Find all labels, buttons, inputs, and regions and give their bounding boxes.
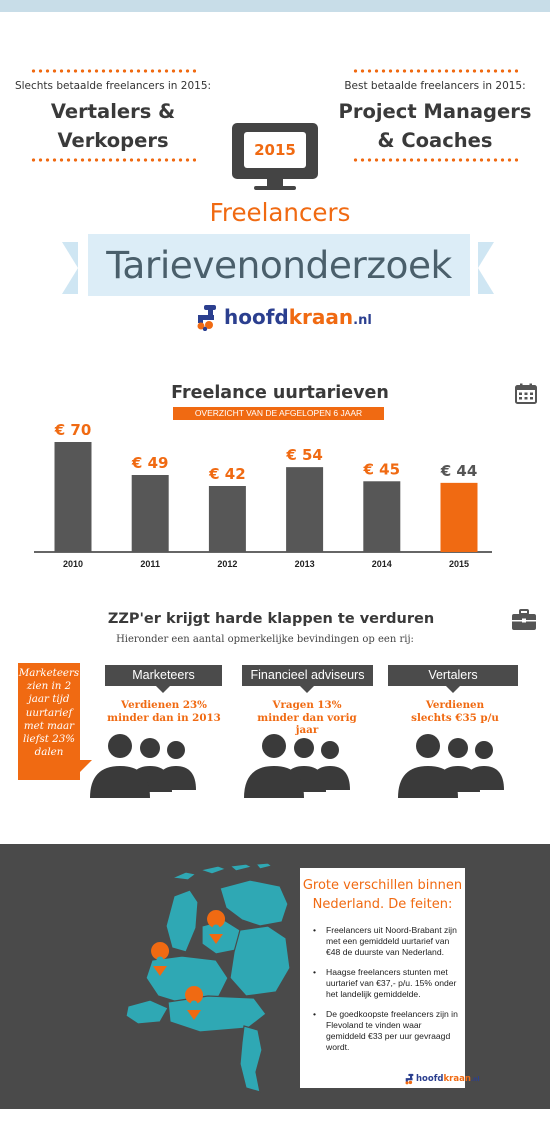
callout-tail xyxy=(80,760,92,772)
brand-part1: hoofd xyxy=(416,1074,444,1084)
zzp-subtitle: Hieronder een aantal opmerkelijke bevind… xyxy=(116,634,414,645)
subtitle: Freelancers xyxy=(209,198,351,227)
ribbon-right xyxy=(478,242,494,294)
left-heading-line2: Verkopers xyxy=(57,129,169,152)
chart-title: Freelance uurtarieven xyxy=(171,383,389,403)
dotted-divider xyxy=(30,157,196,163)
brand-tld: .nl xyxy=(353,313,372,328)
briefcase-icon xyxy=(512,609,536,630)
left-caption: Slechts betaalde freelancers in 2015: xyxy=(14,80,212,92)
facts-title: Grote verschillen binnen Nederland. De f… xyxy=(300,876,465,914)
data-label-2012: € 42 xyxy=(208,465,246,483)
people-group-icon xyxy=(398,734,504,798)
column-text-line: minder dan in 2013 xyxy=(107,711,221,724)
heading-arrow xyxy=(446,686,460,693)
ribbon-left xyxy=(62,242,78,294)
chart-subtitle: OVERZICHT VAN DE AFGELOPEN 6 JAAR xyxy=(173,407,384,420)
dotted-divider xyxy=(30,68,196,74)
bar-2011 xyxy=(131,475,169,552)
bar-chart: € 70 2010 € 49 2011 € 42 2012 € 54 2013 € 45 2014… xyxy=(34,421,492,569)
column-text-marketeers: Verdienen 23% minder dan in 2013 xyxy=(89,699,239,724)
left-heading-line1: Vertalers & xyxy=(50,100,176,123)
bar-2014 xyxy=(363,481,401,552)
callout-box: Marketeers zien in 2 jaar tijd uurtarief… xyxy=(18,663,80,780)
dotted-divider xyxy=(352,157,518,163)
monitor-base xyxy=(254,186,296,190)
data-label-2011: € 49 xyxy=(131,454,169,472)
map-pin-icon xyxy=(207,910,226,944)
tick-label-2014: 2014 xyxy=(372,559,392,569)
column-text-financieel-adviseurs: Vragen 13% minder dan vorig jaar xyxy=(232,699,382,737)
bar-2015 xyxy=(440,482,478,552)
column-heading-marketeers: Marketeers xyxy=(105,665,222,686)
netherlands-map xyxy=(125,862,291,1093)
bar-2010 xyxy=(54,442,92,552)
column-text-line: jaar xyxy=(295,724,319,736)
map-shape xyxy=(125,862,291,1093)
data-label-2010: € 70 xyxy=(54,421,92,439)
facts-list: Freelancers uit Noord-Brabant zijn met e… xyxy=(310,925,458,1062)
monitor-neck xyxy=(267,179,283,186)
fact-item: Freelancers uit Noord-Brabant zijn met e… xyxy=(310,925,458,958)
callout-line: Marketeers xyxy=(18,667,80,679)
brand-tld: .nl xyxy=(470,1075,480,1083)
callout-line: liefst 23% xyxy=(22,733,76,746)
map-pin-icon xyxy=(185,986,204,1020)
bar-2012 xyxy=(208,486,246,552)
callout-line: dalen xyxy=(34,746,64,759)
faucet-logo-icon xyxy=(405,1073,414,1085)
fact-item: De goedkoopste freelancers zijn in Flevo… xyxy=(310,1009,458,1053)
right-heading-line1: Project Managers xyxy=(338,100,532,123)
right-caption: Best betaalde freelancers in 2015: xyxy=(344,80,526,92)
column-text-line: Verdienen xyxy=(425,699,485,711)
callout-line: jaar tijd xyxy=(28,693,70,706)
data-label-2013: € 54 xyxy=(285,446,323,464)
data-label-2014: € 45 xyxy=(363,460,401,478)
brand-name: hoofdkraan.nl xyxy=(224,305,372,329)
bar-2013 xyxy=(286,467,324,552)
column-text-line: Verdienen 23% xyxy=(121,699,207,711)
map-pin-icon xyxy=(151,942,170,976)
calendar-icon xyxy=(515,383,537,404)
brand-part1: hoofd xyxy=(224,305,289,329)
facts-title-line: Nederland. De feiten: xyxy=(312,897,453,912)
brand-part2: kraan xyxy=(443,1074,471,1084)
faucet-logo-icon xyxy=(197,305,216,331)
people-group-icon xyxy=(90,734,196,798)
tick-label-2015: 2015 xyxy=(449,559,469,569)
heading-arrow xyxy=(300,686,314,693)
data-label-2015: € 44 xyxy=(440,462,478,480)
tick-label-2012: 2012 xyxy=(217,559,237,569)
brand-part2: kraan xyxy=(288,305,354,329)
tick-label-2011: 2011 xyxy=(140,559,160,569)
column-text-line: Vragen 13% xyxy=(272,699,342,711)
top-strip xyxy=(0,0,550,12)
callout-line: met maar xyxy=(23,719,75,732)
zzp-title: ZZP'er krijgt harde klappen te verduren xyxy=(107,611,435,627)
callout-line: uurtarief xyxy=(25,706,73,719)
callout-line: zien in 2 xyxy=(26,680,72,693)
facts-title-line: Grote verschillen binnen xyxy=(302,878,463,893)
column-text-line: minder dan vorig xyxy=(257,711,357,724)
column-text-line: slechts €35 p/u xyxy=(411,711,499,724)
tick-label-2010: 2010 xyxy=(63,559,83,569)
page-title: Tarievenonderzoek xyxy=(88,234,470,296)
fact-item: Haagse freelancers stunten met uurtarief… xyxy=(310,967,458,1000)
year-label: 2015 xyxy=(244,132,306,168)
column-heading-financieel-adviseurs: Financieel adviseurs xyxy=(242,665,373,686)
heading-arrow xyxy=(156,686,170,693)
brand-logo: hoofdkraan.nl xyxy=(194,299,372,335)
facts-brand-logo: hoofd kraan .nl xyxy=(404,1073,480,1085)
column-heading-vertalers: Vertalers xyxy=(388,665,518,686)
monitor-icon: 2015 xyxy=(232,123,318,179)
tick-label-2013: 2013 xyxy=(295,559,315,569)
column-text-vertalers: Verdienen slechts €35 p/u xyxy=(380,699,530,724)
right-heading-line2: & Coaches xyxy=(377,129,493,152)
dotted-divider xyxy=(352,68,518,74)
people-group-icon xyxy=(244,734,350,798)
